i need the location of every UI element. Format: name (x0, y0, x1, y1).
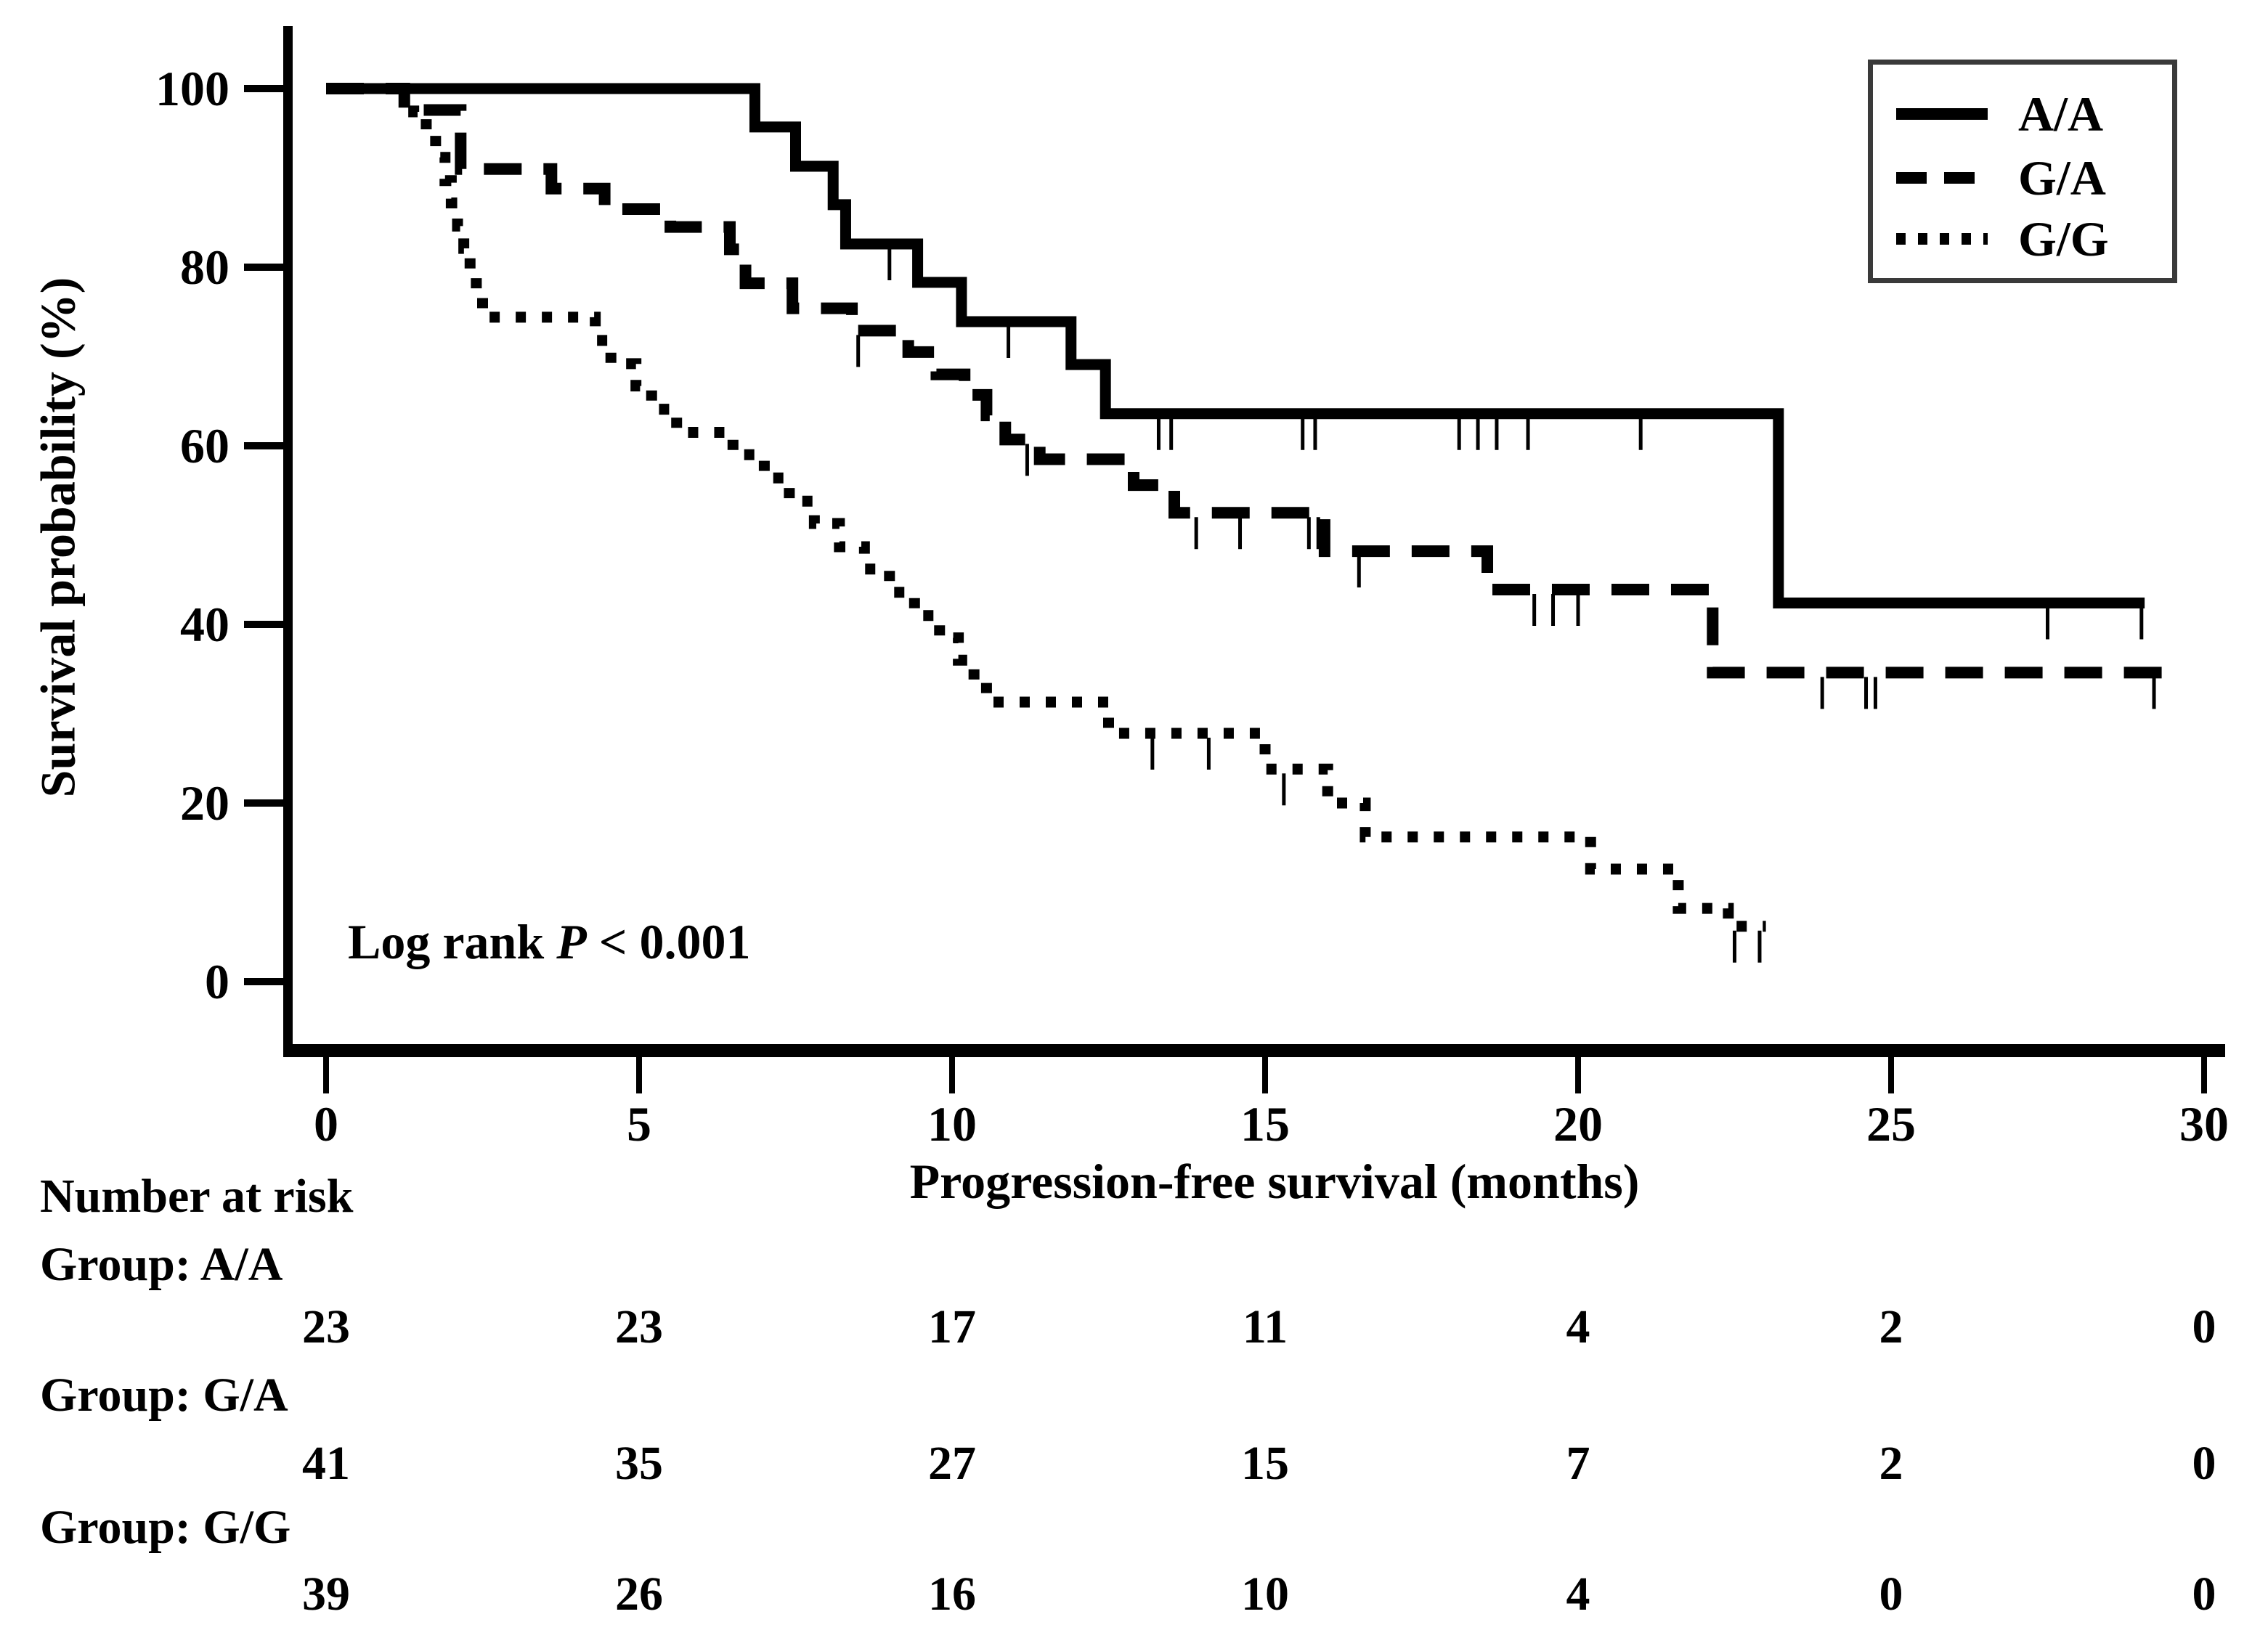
y-axis-tick (244, 978, 283, 985)
x-tick-label-0: 0 (314, 1096, 338, 1152)
survival-curve-aa (326, 83, 2145, 608)
legend-label-gg: G/G (2018, 211, 2109, 266)
risk-count-ga-t10: 27 (928, 1437, 976, 1490)
survival-curve-gg (326, 83, 1766, 932)
dotted-line-sample-icon (1896, 233, 1988, 245)
legend-item-gg: G/G (1895, 211, 2109, 266)
risk-count-gg-t5: 26 (615, 1568, 663, 1621)
risk-count-gg-t30: 0 (2192, 1568, 2216, 1621)
x-axis-tick (1888, 1057, 1894, 1093)
legend-label-aa: A/A (2018, 86, 2104, 142)
legend-item-ga: G/A (1895, 150, 2106, 205)
risk-count-aa-t15: 11 (1242, 1300, 1288, 1353)
y-axis-tick (244, 264, 283, 271)
risk-count-ga-t30: 0 (2192, 1437, 2216, 1490)
x-axis-tick (1262, 1057, 1268, 1093)
risk-count-aa-t5: 23 (615, 1300, 663, 1353)
risk-count-aa-t30: 0 (2192, 1300, 2216, 1353)
y-tick-label-100: 100 (155, 61, 229, 116)
y-axis-tick (244, 799, 283, 807)
y-tick-label-20: 20 (180, 775, 229, 831)
y-axis-tick (244, 621, 283, 628)
risk-row-label-gg: Group: G/G (40, 1501, 291, 1554)
y-tick-label-0: 0 (205, 954, 229, 1009)
log-rank-p: P (556, 914, 587, 969)
x-axis-tick (636, 1057, 642, 1093)
x-tick-label-20: 20 (1553, 1096, 1603, 1152)
risk-row-label-ga: Group: G/A (40, 1369, 288, 1422)
dashed-line-sample-icon (1896, 172, 1988, 184)
log-rank-prefix: Log rank (348, 914, 557, 969)
legend: A/A G/A G/G (1868, 60, 2177, 283)
y-axis-title: Survival probability (%) (30, 277, 86, 798)
survival-curve-ga (326, 83, 2163, 679)
risk-count-ga-t5: 35 (615, 1437, 663, 1490)
risk-count-ga-t15: 15 (1241, 1437, 1289, 1490)
risk-count-aa-t25: 2 (1879, 1300, 1903, 1353)
risk-count-aa-t20: 4 (1566, 1300, 1590, 1353)
y-axis-tick (244, 442, 283, 449)
risk-table-heading: Number at risk (40, 1170, 354, 1223)
x-axis-tick (2201, 1057, 2207, 1093)
x-tick-label-5: 5 (627, 1096, 651, 1152)
x-tick-label-25: 25 (1866, 1096, 1916, 1152)
x-tick-label-10: 10 (927, 1096, 977, 1152)
x-axis-title: Progression-free survival (months) (909, 1154, 1640, 1209)
legend-item-aa: A/A (1895, 86, 2103, 142)
risk-count-gg-t25: 0 (1879, 1568, 1903, 1621)
x-axis-tick (1575, 1057, 1581, 1093)
risk-count-gg-t0: 39 (302, 1568, 350, 1621)
risk-count-aa-t10: 17 (928, 1300, 976, 1353)
risk-row-label-aa: Group: A/A (40, 1238, 283, 1291)
risk-count-aa-t0: 23 (302, 1300, 350, 1353)
x-axis-tick (323, 1057, 329, 1093)
y-axis-line (283, 26, 293, 1057)
x-tick-label-15: 15 (1240, 1096, 1290, 1152)
y-tick-label-80: 80 (180, 240, 229, 295)
risk-count-ga-t25: 2 (1879, 1437, 1903, 1490)
risk-count-gg-t15: 10 (1241, 1568, 1289, 1621)
risk-count-gg-t20: 4 (1566, 1568, 1590, 1621)
legend-label-ga: G/A (2018, 150, 2106, 205)
y-axis-tick (244, 85, 283, 92)
x-tick-label-30: 30 (2179, 1096, 2229, 1152)
risk-count-ga-t20: 7 (1566, 1437, 1590, 1490)
log-rank-suffix: < 0.001 (586, 914, 751, 969)
risk-count-ga-t0: 41 (302, 1437, 350, 1490)
risk-count-gg-t10: 16 (928, 1568, 976, 1621)
y-tick-label-40: 40 (180, 597, 229, 652)
solid-line-sample-icon (1896, 108, 1988, 120)
log-rank-annotation: Log rank P < 0.001 (348, 913, 750, 971)
x-axis-tick (949, 1057, 955, 1093)
x-axis-line (283, 1044, 2225, 1057)
y-tick-label-60: 60 (180, 418, 229, 473)
